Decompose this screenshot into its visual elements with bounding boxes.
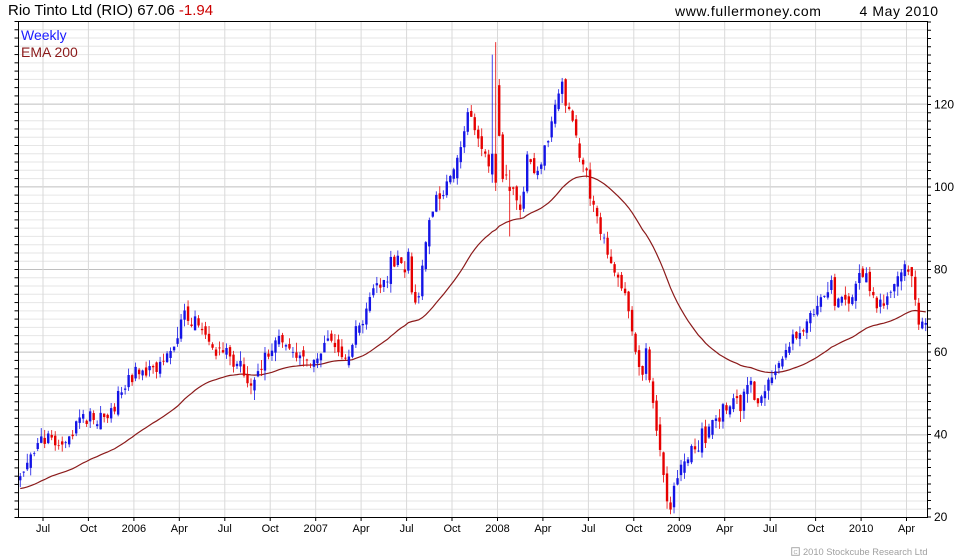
svg-text:Oct: Oct	[807, 523, 824, 535]
svg-text:60: 60	[934, 345, 948, 359]
svg-text:Apr: Apr	[353, 523, 370, 535]
svg-text:Oct: Oct	[625, 523, 642, 535]
svg-text:Oct: Oct	[443, 523, 460, 535]
svg-text:Jul: Jul	[36, 523, 50, 535]
svg-text:40: 40	[934, 427, 948, 441]
svg-text:C: C	[793, 550, 797, 556]
svg-text:2009: 2009	[667, 523, 691, 535]
svg-text:Apr: Apr	[534, 523, 551, 535]
svg-text:20: 20	[934, 510, 948, 524]
svg-text:Jul: Jul	[400, 523, 414, 535]
svg-text:Apr: Apr	[171, 523, 188, 535]
svg-text:120: 120	[934, 97, 954, 111]
svg-text:80: 80	[934, 262, 948, 276]
svg-text:Oct: Oct	[262, 523, 279, 535]
svg-text:2010: 2010	[849, 523, 873, 535]
svg-text:Apr: Apr	[716, 523, 733, 535]
svg-text:100: 100	[934, 180, 954, 194]
svg-text:Jul: Jul	[218, 523, 232, 535]
svg-text:Jul: Jul	[763, 523, 777, 535]
svg-text:Oct: Oct	[80, 523, 97, 535]
svg-text:Apr: Apr	[898, 523, 915, 535]
svg-text:2006: 2006	[122, 523, 146, 535]
svg-text:2008: 2008	[485, 523, 509, 535]
svg-text:Jul: Jul	[581, 523, 595, 535]
svg-text:2007: 2007	[303, 523, 327, 535]
